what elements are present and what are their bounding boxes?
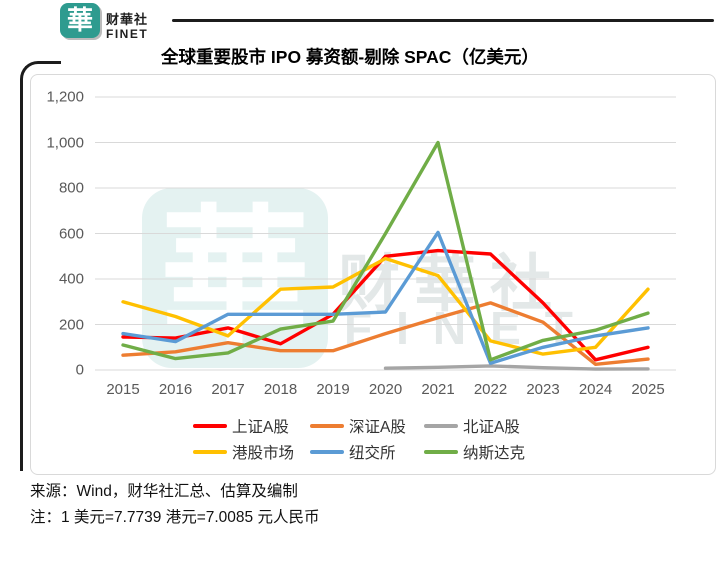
- legend-item-深证A股: 深证A股: [310, 416, 406, 436]
- legend-label: 港股市场: [232, 445, 295, 462]
- chart-title: 全球重要股市 IPO 募资额-剔除 SPAC（亿美元）: [161, 47, 539, 67]
- watermark-seal-glyph: 華: [159, 190, 310, 366]
- finet-logo-glyph: 華: [66, 5, 93, 36]
- x-tick-label: 2020: [368, 381, 403, 398]
- y-tick-label: 200: [58, 316, 84, 333]
- x-tick-label: 2019: [316, 381, 350, 398]
- decorative-frame: [20, 61, 61, 471]
- legend-swatch: [310, 450, 344, 454]
- legend-item-纽交所: 纽交所: [310, 442, 396, 462]
- x-tick-label: 2023: [526, 381, 560, 398]
- legend-label: 北证A股: [463, 419, 520, 436]
- x-tick-label: 2015: [106, 381, 140, 398]
- legend-swatch: [424, 450, 458, 454]
- legend-item-北证A股: 北证A股: [424, 416, 520, 436]
- watermark-seal: 華: [142, 188, 328, 368]
- x-tick-label: 2018: [263, 381, 298, 398]
- legend-swatch: [193, 424, 227, 428]
- y-tick-label: 600: [58, 225, 84, 242]
- y-tick-label: 400: [58, 270, 84, 288]
- y-tick-label: 0: [75, 361, 84, 379]
- x-tick-label: 2022: [473, 381, 508, 398]
- y-tick-label: 800: [58, 179, 84, 197]
- legend-label: 深证A股: [349, 419, 406, 436]
- legend-swatch: [193, 450, 227, 454]
- fx-note: 注：1 美元=7.7739 港元=7.0085 元人民币: [30, 509, 320, 526]
- finet-logo-seal: 華: [60, 3, 100, 38]
- x-tick-label: 2016: [158, 381, 193, 398]
- footer: 来源：Wind，财华社汇总、估算及编制 注：1 美元=7.7739 港元=7.0…: [30, 479, 319, 531]
- x-tick-label: 2025: [631, 381, 665, 398]
- legend-label: 上证A股: [232, 419, 289, 436]
- x-tick-label: 2021: [421, 381, 455, 398]
- header-rule: [172, 19, 714, 22]
- y-tick-label: 1,000: [46, 134, 84, 151]
- legend-item-纳斯达克: 纳斯达克: [424, 442, 525, 462]
- brand-text: 财華社 FINET: [106, 13, 148, 40]
- legend-swatch: [310, 424, 344, 428]
- y-tick-label: 1,200: [46, 88, 84, 106]
- x-tick-label: 2017: [211, 381, 245, 398]
- brand-name-en: FINET: [106, 27, 149, 41]
- legend-swatch: [424, 424, 458, 428]
- brand-name-cn: 财華社: [106, 12, 149, 27]
- watermark-brand-en: FINET: [344, 302, 597, 354]
- source-note: 来源：Wind，财华社汇总、估算及编制: [30, 483, 298, 500]
- x-tick-label: 2024: [578, 381, 613, 398]
- legend-item-上证A股: 上证A股: [193, 416, 289, 436]
- legend-item-港股市场: 港股市场: [193, 442, 294, 462]
- legend-label: 纳斯达克: [463, 445, 526, 462]
- legend-label: 纽交所: [349, 445, 396, 462]
